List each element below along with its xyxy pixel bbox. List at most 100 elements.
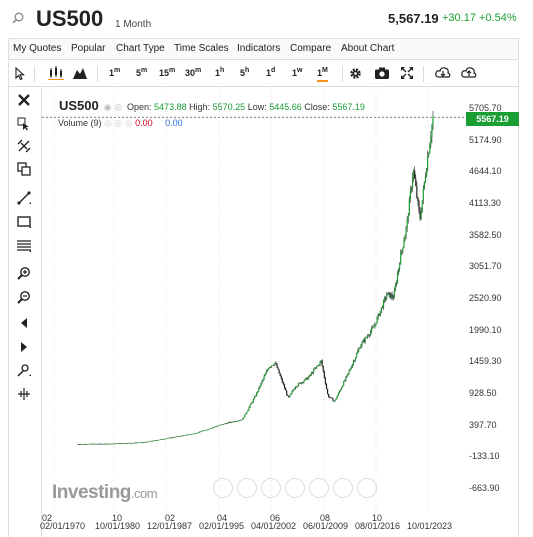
candle-body: [158, 439, 160, 441]
candle-body: [401, 250, 403, 253]
candle-body: [202, 430, 204, 432]
menu-compare[interactable]: Compare: [290, 43, 332, 54]
candle-body: [387, 292, 389, 296]
anchor-tool-icon[interactable]: [17, 387, 31, 401]
timescale-1h[interactable]: 1h: [215, 67, 225, 78]
rectangle-tool-icon[interactable]: [17, 215, 31, 229]
candle-body: [241, 418, 244, 420]
candle-body: [240, 419, 243, 421]
candle-body: [177, 436, 179, 438]
zoom-in-icon[interactable]: [17, 266, 31, 280]
candle-body: [127, 442, 130, 444]
candle-body: [81, 444, 83, 445]
menu-time-scales[interactable]: Time Scales: [174, 43, 229, 54]
timescale-1w[interactable]: 1w: [292, 67, 303, 78]
upload-cloud-icon[interactable]: [461, 66, 477, 80]
volume-label: Volume (9): [58, 118, 102, 128]
scroll-right-icon[interactable]: [17, 340, 31, 354]
timescale-5h[interactable]: 5h: [240, 67, 250, 78]
menu-chart-type[interactable]: Chart Type: [116, 43, 165, 54]
timescale-1m[interactable]: 1m: [109, 67, 121, 78]
candle-body: [255, 392, 258, 397]
y-tick-label: 3051.70: [469, 261, 502, 272]
candle-body: [420, 211, 422, 219]
timescale-5m[interactable]: 5m: [136, 67, 148, 78]
candle-body: [377, 314, 379, 318]
fullscreen-icon[interactable]: [401, 67, 413, 79]
candle-body: [90, 443, 92, 445]
menu-about-chart[interactable]: About Chart: [341, 43, 395, 54]
menu-indicators[interactable]: Indicators: [237, 43, 281, 54]
candle-body: [332, 398, 334, 402]
candle-body: [273, 364, 275, 366]
search-icon[interactable]: [12, 12, 24, 24]
measure-tool-icon[interactable]: [17, 139, 31, 153]
menu-popular[interactable]: Popular: [71, 43, 106, 54]
candle-body: [192, 433, 194, 435]
candle-body: [147, 441, 149, 443]
candle-body: [175, 436, 177, 438]
candle-body: [283, 384, 286, 389]
candle-body: [340, 387, 343, 390]
legend-symbol: US500: [59, 98, 99, 113]
zoom-out-icon[interactable]: [17, 290, 31, 304]
candle-body: [134, 442, 136, 444]
candle-body: [150, 440, 152, 442]
cursor-icon[interactable]: [15, 67, 25, 80]
nav-first-button[interactable]: [213, 478, 233, 498]
candle-body: [409, 190, 412, 199]
candle-body: [252, 399, 254, 403]
candle-body: [152, 440, 154, 442]
candle-body: [203, 430, 205, 431]
candle-body: [400, 252, 402, 265]
nav-prev-button[interactable]: [237, 478, 257, 498]
candle-body: [378, 314, 380, 316]
camera-icon[interactable]: [375, 67, 389, 79]
candle-body: [208, 429, 210, 430]
clone-icon[interactable]: [17, 162, 31, 176]
legend-visibility-icon[interactable]: ◉ ◎: [103, 102, 122, 112]
timescale-15m[interactable]: 15m: [159, 67, 176, 78]
candle-body: [402, 247, 404, 251]
price-chart[interactable]: [42, 87, 467, 512]
timescale-30m[interactable]: 30m: [185, 67, 202, 78]
chart-area[interactable]: [42, 87, 519, 537]
candle-body: [429, 144, 431, 154]
mountain-type-icon[interactable]: [73, 67, 87, 79]
nav-next-button[interactable]: [333, 478, 353, 498]
candle-body: [269, 366, 272, 368]
magnet-tool-icon[interactable]: [17, 363, 31, 377]
timescale-1M[interactable]: 1M: [317, 67, 328, 82]
candle-body: [232, 422, 234, 423]
nav-last-button[interactable]: [357, 478, 377, 498]
nav-reset-button[interactable]: [285, 478, 305, 498]
candle-body: [395, 282, 398, 286]
trendline-tool-icon[interactable]: [17, 191, 31, 205]
volume-visibility-icon[interactable]: ◎ ◎ ◎: [104, 118, 133, 128]
nav-zoom-out-button[interactable]: [261, 478, 281, 498]
candle-body: [336, 395, 338, 399]
volume-value-1: 0.00: [135, 118, 153, 128]
nav-zoom-in-button[interactable]: [309, 478, 329, 498]
candle-body: [382, 300, 385, 308]
candle-body: [239, 419, 242, 421]
gear-icon[interactable]: [349, 67, 362, 80]
candle-body: [430, 136, 432, 145]
candle-body: [363, 340, 365, 342]
legend-low: 5445.66: [269, 102, 302, 112]
candle-body: [331, 397, 333, 399]
download-cloud-icon[interactable]: [435, 66, 451, 80]
candle-body: [124, 443, 126, 444]
scroll-left-icon[interactable]: [17, 316, 31, 330]
candle-body: [102, 443, 104, 445]
candle-body: [182, 435, 185, 436]
close-icon[interactable]: [17, 93, 31, 107]
timescale-1d[interactable]: 1d: [266, 67, 276, 78]
fibonacci-tool-icon[interactable]: [17, 239, 31, 253]
candle-body: [389, 292, 391, 298]
crosshair-cursor-icon[interactable]: [17, 117, 31, 131]
candle-body: [425, 169, 428, 177]
candlestick-type-icon[interactable]: [48, 66, 64, 80]
candle-body: [245, 413, 247, 415]
menu-my-quotes[interactable]: My Quotes: [13, 43, 62, 54]
